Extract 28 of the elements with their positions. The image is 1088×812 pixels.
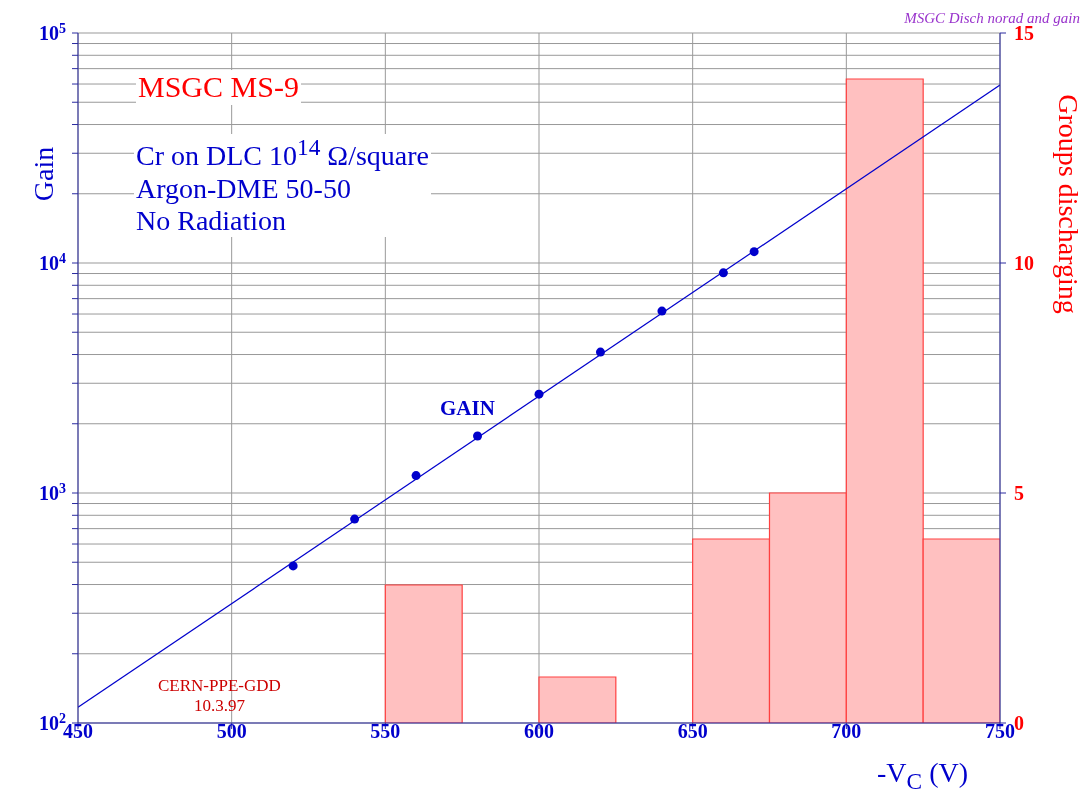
x-tick-label: 700 bbox=[831, 720, 862, 742]
y2-tick-label: 10 bbox=[1014, 252, 1034, 274]
y-tick-label: 10$^{3}$ bbox=[39, 480, 66, 504]
x-tick-label: 550 bbox=[370, 720, 401, 742]
x-tick-label: 500 bbox=[216, 720, 247, 742]
annotation: MSGC MS-9 bbox=[136, 70, 301, 105]
point bbox=[657, 306, 667, 316]
y2-axis-title: Groups discharging bbox=[1052, 93, 1084, 316]
x-tick-label: 600 bbox=[524, 720, 554, 742]
y2-tick-label: 5 bbox=[1014, 482, 1024, 504]
x-tick-label: 750 bbox=[985, 720, 1015, 742]
series-label: GAIN bbox=[440, 396, 495, 421]
point bbox=[718, 268, 728, 278]
point bbox=[534, 389, 544, 399]
point bbox=[749, 247, 759, 257]
point bbox=[473, 431, 483, 441]
point bbox=[595, 347, 605, 357]
annotation: Cr on DLC 10$^{14}$ Ω/square Argon-DME 50-50 No Radiation bbox=[134, 134, 431, 237]
point bbox=[350, 514, 360, 524]
x-axis-title: -V$_{C}$ (V) bbox=[877, 757, 968, 795]
y-axis-title: Gain bbox=[28, 145, 60, 204]
y-tick-label: 10$^{5}$ bbox=[39, 20, 66, 44]
y2-tick-label: 0 bbox=[1014, 712, 1024, 734]
y-tick-label: 10$^{4}$ bbox=[39, 250, 66, 274]
point bbox=[411, 471, 421, 481]
point bbox=[288, 561, 298, 571]
x-tick-label: 650 bbox=[677, 720, 708, 742]
annotation: CERN-PPE-GDD 10.3.97 bbox=[158, 676, 281, 716]
